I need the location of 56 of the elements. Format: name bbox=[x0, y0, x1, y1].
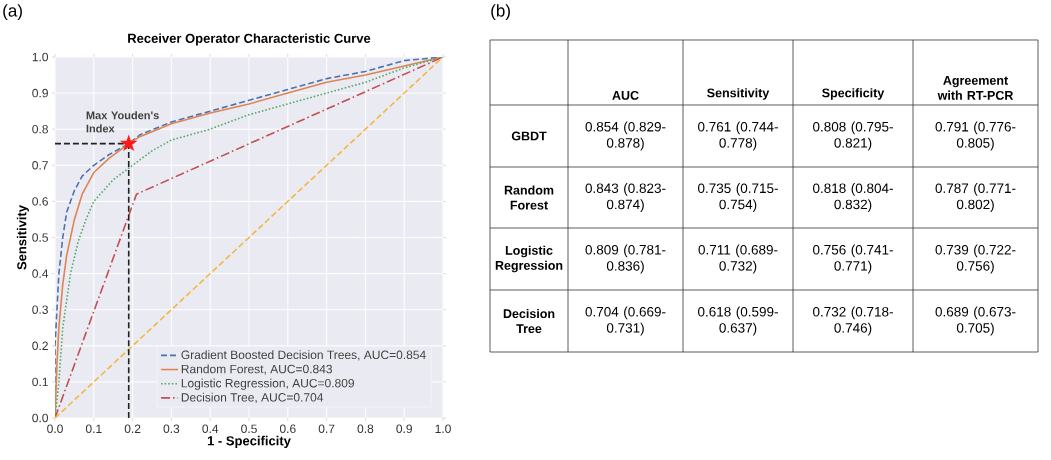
y-tick-label: 0.6 bbox=[32, 197, 48, 206]
x-axis-title: 1 - Specificity bbox=[207, 435, 291, 448]
y-tick-label: 0.0 bbox=[32, 413, 49, 423]
x-tick-label: 0.9 bbox=[396, 424, 412, 434]
x-tick-label: 0.0 bbox=[47, 424, 63, 434]
chart-title: Receiver Operator Characteristic Curve bbox=[128, 33, 371, 46]
category-label: Logistic Regression bbox=[495, 245, 563, 273]
text: 0.689 (0.673-0.705) bbox=[935, 306, 1016, 336]
text: 0.787 (0.771-0.802) bbox=[935, 183, 1016, 212]
y-tick-label: 0.5 bbox=[32, 233, 48, 242]
y-tick-label: 0.7 bbox=[32, 161, 48, 170]
x-tick-label: 0.3 bbox=[163, 424, 180, 434]
x-tick-label: 0.1 bbox=[85, 424, 102, 434]
y-axis-title: Sensitivity bbox=[16, 205, 29, 270]
y-tick-label: 1.0 bbox=[32, 52, 49, 62]
text: (b) bbox=[491, 4, 510, 21]
y-tick-label: 0.4 bbox=[32, 269, 49, 278]
legend-label: Decision Tree, AUC=0.704 bbox=[181, 392, 324, 404]
category-label: AUC bbox=[612, 90, 639, 100]
x-tick-label: 0.5 bbox=[241, 424, 257, 434]
category-label: Agreement with RT-PCR bbox=[937, 76, 1014, 100]
x-tick-label: 1.0 bbox=[435, 424, 451, 434]
text: (a) bbox=[3, 4, 22, 21]
category-label: Decision Tree bbox=[503, 308, 555, 334]
legend-label: Random Forest, AUC=0.843 bbox=[181, 364, 333, 375]
text: 0.854 (0.829-0.878) bbox=[585, 121, 666, 151]
category-label: Random Forest bbox=[504, 185, 554, 210]
text: 0.739 (0.722-0.756) bbox=[935, 244, 1016, 274]
x-tick-label: 0.4 bbox=[202, 424, 219, 434]
x-tick-label: 0.8 bbox=[357, 424, 374, 434]
text: 0.732 (0.718-0.746) bbox=[813, 306, 893, 336]
y-tick-label: 0.3 bbox=[32, 305, 48, 314]
text: 0.843 (0.823-0.874) bbox=[585, 183, 666, 212]
x-tick-label: 0.2 bbox=[124, 424, 141, 434]
x-tick-label: 0.7 bbox=[318, 424, 335, 434]
y-tick-label: 0.9 bbox=[32, 88, 48, 98]
text: 0.809 (0.781-0.836) bbox=[585, 244, 666, 274]
x-tick-label: 0.6 bbox=[279, 424, 296, 434]
annotation: Max Youden's Index bbox=[86, 111, 159, 133]
text: 0.735 (0.715-0.754) bbox=[698, 183, 778, 212]
legend-label: Logistic Regression, AUC=0.809 bbox=[181, 378, 354, 390]
category-label: Specificity bbox=[822, 88, 885, 100]
text: 0.618 (0.599-0.637) bbox=[698, 306, 778, 336]
text: 0.704 (0.669-0.731) bbox=[585, 306, 666, 336]
text: 0.791 (0.776-0.805) bbox=[935, 121, 1016, 151]
text: 0.756 (0.741-0.771) bbox=[813, 244, 893, 274]
y-tick-label: 0.2 bbox=[32, 341, 48, 351]
y-tick-label: 0.1 bbox=[32, 377, 48, 387]
y-tick-label: 0.8 bbox=[32, 124, 48, 134]
text: 0.761 (0.744-0.778) bbox=[698, 121, 778, 151]
category-label: Sensitivity bbox=[707, 88, 770, 100]
text: 0.711 (0.689-0.732) bbox=[698, 244, 778, 274]
category-label: GBDT bbox=[511, 131, 547, 141]
legend-label: Gradient Boosted Decision Trees, AUC=0.854 bbox=[181, 350, 426, 361]
text: 0.818 (0.804-0.832) bbox=[813, 183, 893, 212]
text: 0.808 (0.795-0.821) bbox=[813, 121, 893, 151]
